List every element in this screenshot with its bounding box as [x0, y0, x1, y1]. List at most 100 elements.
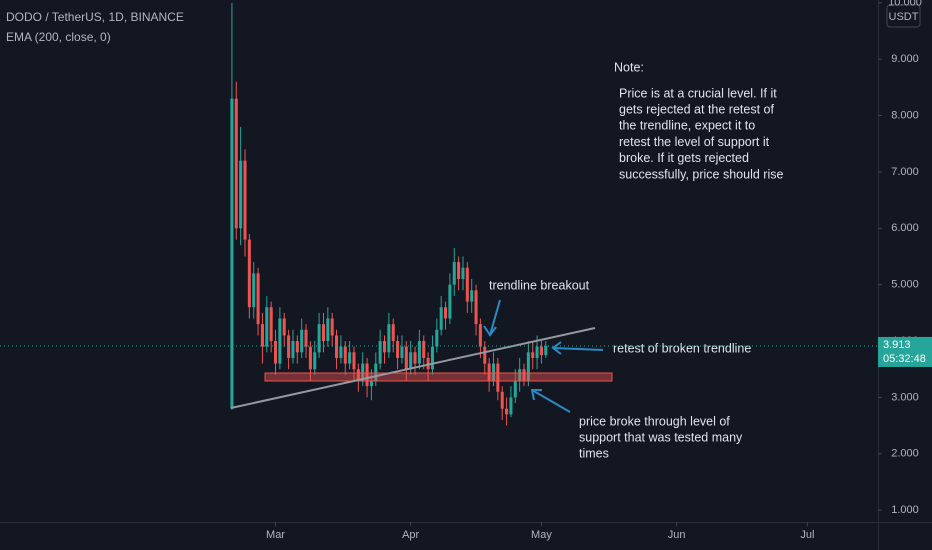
candle-body	[278, 318, 282, 364]
y-tick-label: 5.000	[891, 279, 919, 291]
candle-body	[339, 346, 343, 358]
candle-body	[444, 307, 448, 319]
candle-body	[513, 380, 517, 398]
candle-body	[391, 324, 395, 342]
candle-body	[260, 324, 264, 347]
y-tick-label: 3.000	[891, 391, 919, 403]
symbol-title: DODO / TetherUS, 1D, BINANCE	[6, 10, 184, 24]
candle-body	[378, 341, 382, 364]
candle-body	[452, 262, 456, 285]
candle-body	[478, 324, 482, 347]
candle-body	[396, 341, 400, 358]
candle-body	[291, 341, 295, 358]
candle-body	[295, 341, 299, 353]
arrow-broke	[530, 389, 571, 413]
candle-body	[430, 346, 434, 370]
note-line: Price is at a crucial level. If it	[619, 86, 777, 100]
x-tick-label: Apr	[402, 529, 419, 541]
broke-line: support that was tested many	[579, 430, 743, 444]
candle-body	[313, 352, 317, 370]
candle-body	[256, 273, 260, 325]
candle-body	[509, 397, 513, 415]
candle-body	[308, 346, 312, 370]
candle-body	[435, 329, 439, 347]
candle-body	[474, 290, 478, 325]
candle-body	[409, 352, 413, 370]
candle-body	[426, 357, 430, 370]
candle-body	[365, 363, 369, 387]
candle-body	[439, 307, 443, 330]
x-tick-label: Jul	[800, 529, 814, 541]
candle-body	[239, 160, 243, 229]
candle-body	[457, 262, 461, 280]
candle-body	[300, 329, 304, 353]
trendline	[230, 327, 596, 409]
candle-body	[448, 284, 452, 319]
candle-body	[487, 363, 491, 381]
candle-body	[348, 352, 352, 364]
arrow-retest	[551, 341, 604, 355]
candle-body	[265, 307, 269, 347]
arrows	[483, 299, 604, 413]
currency-label: USDT	[889, 11, 919, 23]
candle-body	[269, 307, 273, 342]
candle-body	[321, 324, 325, 342]
candle-body	[247, 239, 251, 308]
breakout-label: trendline breakout	[489, 278, 590, 292]
x-tick-label: Mar	[266, 529, 285, 541]
candle-body	[500, 391, 504, 409]
candle-body	[273, 341, 278, 364]
last-price-label: 3.913	[883, 339, 911, 351]
candle-body	[387, 324, 391, 353]
broke-line: price broke through level of	[579, 414, 730, 428]
note-line: gets rejected at the retest of	[619, 102, 774, 116]
y-tick-label: 7.000	[891, 166, 919, 178]
candle-body	[330, 318, 334, 336]
countdown-label: 05:32:48	[883, 353, 926, 365]
candle-body	[230, 98, 234, 409]
y-tick-label: 1.000	[891, 504, 919, 516]
candle-body	[465, 267, 469, 302]
x-tick-label: Jun	[668, 529, 686, 541]
candle-body	[352, 352, 356, 370]
candle-body	[539, 346, 543, 356]
candle-body	[369, 380, 373, 387]
candle-body	[531, 352, 535, 358]
candle-body	[505, 408, 509, 415]
candle-body	[382, 341, 387, 353]
candle-body	[470, 290, 474, 302]
note-title: Note:	[614, 60, 644, 74]
candle-body	[413, 352, 417, 364]
candle-body	[491, 363, 496, 381]
note-text: Price is at a crucial level. If it gets r…	[579, 86, 783, 460]
candle-body	[417, 341, 421, 364]
candle-body	[544, 345, 548, 356]
indicator-label: EMA (200, close, 0)	[6, 30, 111, 44]
candle-body	[234, 98, 238, 229]
y-tick-label: 9.000	[891, 53, 919, 65]
candle-body	[404, 346, 408, 370]
note-line: successfully, price should rise	[619, 167, 783, 181]
broke-line: times	[579, 447, 609, 461]
candle-body	[317, 324, 321, 353]
candle-body	[356, 369, 360, 381]
currency-box[interactable]	[886, 4, 921, 28]
candle-body	[252, 273, 256, 308]
candle-body	[287, 335, 291, 358]
retest-label: retest of broken trendline	[613, 341, 751, 355]
candle-body	[535, 346, 539, 358]
candle-body	[522, 369, 526, 381]
candle-body	[461, 267, 465, 280]
candle-body	[374, 363, 378, 381]
candle-body	[361, 363, 365, 381]
candle-body	[496, 363, 500, 392]
candle-body	[304, 329, 308, 347]
x-tick-label: May	[531, 529, 552, 541]
candle-body	[282, 318, 286, 336]
candle-body	[326, 318, 330, 342]
note-line: broke. If it gets rejected	[619, 151, 749, 165]
candles	[230, 2, 548, 426]
candle-body	[422, 341, 426, 358]
